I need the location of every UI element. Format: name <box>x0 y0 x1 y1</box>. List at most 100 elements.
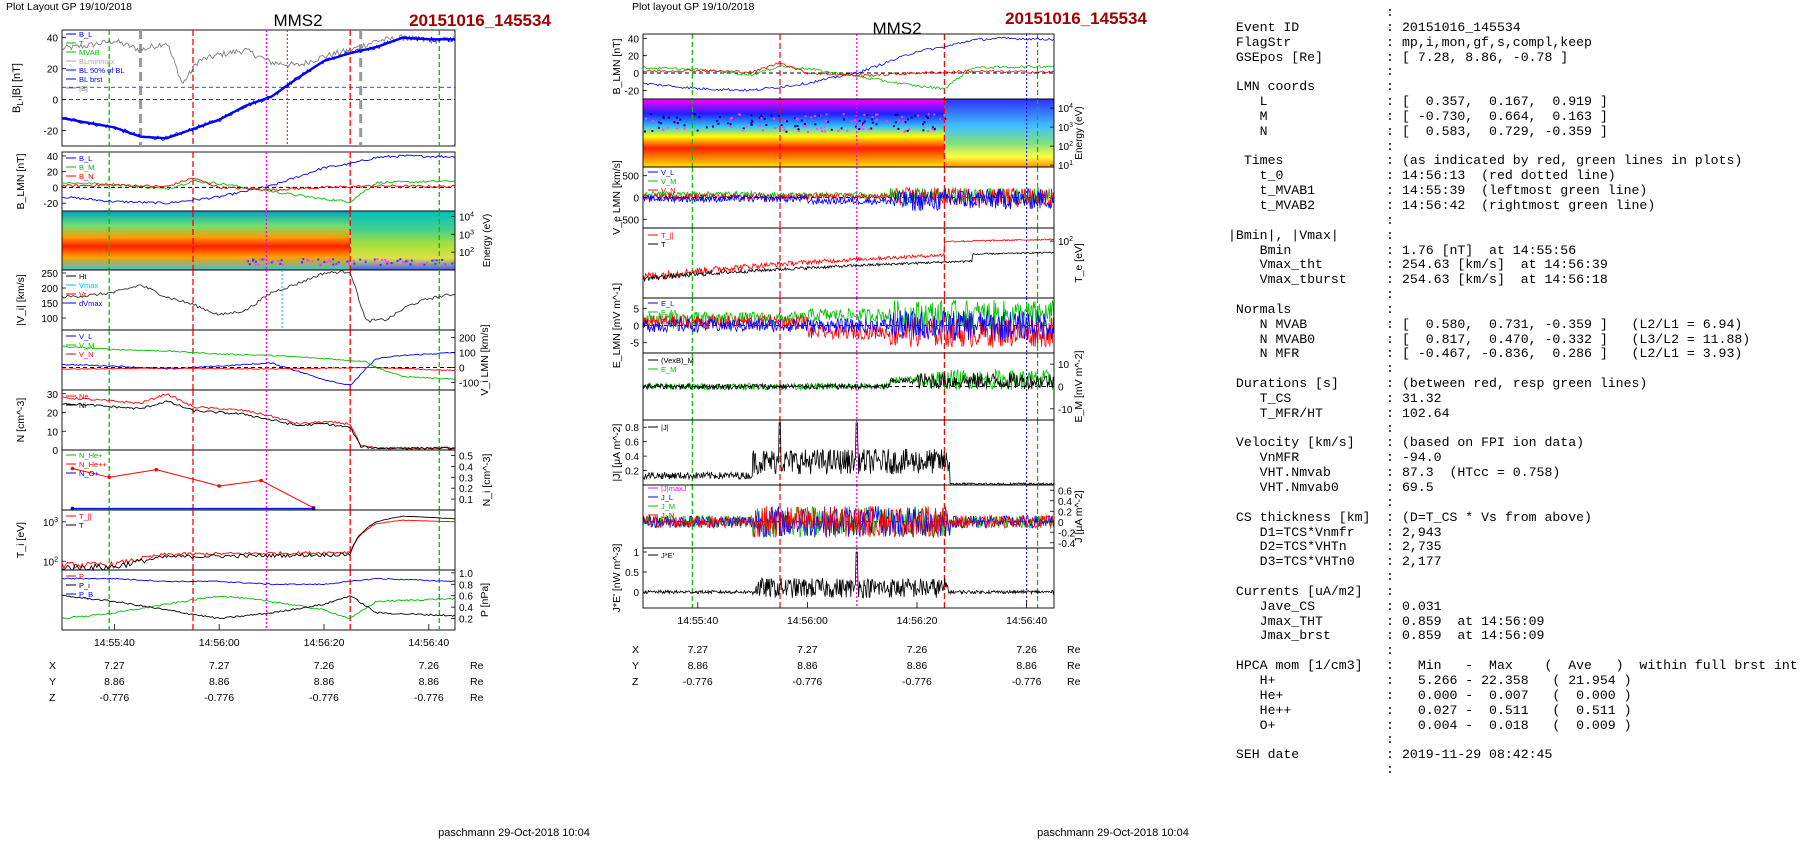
m2-tick-label: 104 <box>1058 103 1073 115</box>
left-panel-vilmn-v-n <box>61 366 455 372</box>
info-value: -94.0 <box>1402 451 1442 466</box>
m2-tick-label: 101 <box>1058 160 1073 172</box>
spectrogram-speckle <box>252 261 255 264</box>
info-row: : <box>1228 732 1798 748</box>
mid-spectrogram-speckle <box>830 128 833 131</box>
mid-em-vexb <box>642 372 1055 391</box>
left-ephem-value: -0.776 <box>309 692 339 704</box>
mid-spectrogram-speckle <box>770 114 773 117</box>
mid-ephem-value: 7.27 <box>797 644 818 656</box>
mid-blmn-b-l <box>642 36 1055 92</box>
info-row: LMN coords: <box>1228 79 1798 95</box>
mid-spectrogram-speckle <box>810 116 813 119</box>
m8-tick-label: -0.2 <box>1058 528 1076 539</box>
info-row: HPCA mom [1/cm3]: Min - Max ( Ave ) with… <box>1228 658 1798 674</box>
spectrogram-speckle <box>381 259 384 262</box>
mid-ephem-value: 7.26 <box>907 644 928 656</box>
left-panel-ti: 103 102 T_i [eV] T_||T <box>15 509 456 572</box>
mid-spectrogram-speckle <box>896 113 899 116</box>
m8-legend-label: J_N <box>661 511 674 520</box>
info-colon: : <box>1386 598 1394 614</box>
info-colon: : <box>1386 212 1394 228</box>
mid-spectrogram-speckle <box>726 122 729 125</box>
left-panel-density-legend-label: Ni <box>79 401 86 410</box>
mid-spectrogram-speckle <box>662 128 665 131</box>
info-key: D2=TCS*VHTn <box>1228 540 1347 555</box>
p7-tick-label: 0.1 <box>459 495 473 506</box>
info-row: : <box>1228 421 1798 437</box>
mid-panel-j: -0.4-0.200.20.40.6 J [μA m^-2]|J|maxJJ_LJ… <box>642 484 1085 550</box>
m1-tick-label: -20 <box>625 86 640 97</box>
left-panel-pressure-tick-label: 0.2 <box>459 615 473 626</box>
spectrogram-speckle <box>385 260 388 263</box>
m2-tick-label: 102 <box>1058 141 1073 153</box>
ni-point <box>217 484 221 488</box>
info-row: CS thickness [km]: (D=T_CS * Vs from abov… <box>1228 510 1798 526</box>
left-panel-pressure-ylabel: P [nPa] <box>479 583 491 617</box>
info-key: Currents [uA/m2] <box>1228 584 1363 599</box>
mid-spectrogram-speckle <box>814 123 817 126</box>
info-row: VnMFR: -94.0 <box>1228 450 1798 466</box>
info-row: Event ID:20151016_145534 <box>1228 20 1798 36</box>
info-value: 0.004 - 0.018 ( 0.009 ) <box>1402 718 1632 733</box>
spectrogram-speckle <box>347 262 350 265</box>
mid-spectrogram-speckle <box>875 113 878 116</box>
info-row: O+: 0.004 - 0.018 ( 0.009 ) <box>1228 718 1798 734</box>
left-panel-ti-t- <box>61 519 455 570</box>
m5-legend-label: E_N <box>661 317 676 326</box>
m5-tick-label: -5 <box>630 339 639 350</box>
m9-tick-label: 1 <box>633 548 639 559</box>
info-key <box>1228 422 1386 437</box>
mid-spectrogram-speckle <box>711 125 714 128</box>
mid-spectrogram-speckle <box>782 126 785 129</box>
mid-spectrogram-speckle <box>923 121 926 124</box>
left-panel-vi-tick-label: 100 <box>41 314 58 325</box>
mid-spectrogram-speckle <box>772 117 775 120</box>
left-panel-vi-tick-label: 200 <box>41 284 58 295</box>
mid-spectrogram-speckle <box>819 114 822 117</box>
mid-blmn-b-m <box>642 64 1055 91</box>
spectrogram-speckle <box>336 262 339 265</box>
p1-tick-label: 0 <box>52 96 58 107</box>
mid-spectrogram-speckle <box>931 128 934 131</box>
left-ephem-label: Y <box>49 676 56 688</box>
spectrogram-speckle <box>390 262 393 265</box>
left-panel-pressure: 1.00.80.60.40.2 P [nPa] PP_iP_B <box>61 569 491 631</box>
info-row: N MVAB: [ 0.580, 0.731, -0.359 ] (L2/L1 =… <box>1228 316 1798 333</box>
left-panel-blmn-tick-label: 20 <box>47 168 59 179</box>
info-colon: : <box>1386 316 1394 332</box>
spectrogram-speckle <box>379 263 382 266</box>
mid-spectrogram-speckle <box>745 125 748 128</box>
left-panel-vi-legend-label: Vt <box>79 290 87 299</box>
info-row: GSEpos [Re]: [ 7.28, 8.86, -0.78 ] <box>1228 50 1798 66</box>
spectrogram-speckle <box>307 259 310 262</box>
spectrogram-speckle <box>406 259 409 262</box>
m6-tick-label: -10 <box>1058 405 1073 416</box>
mid-ephem-value: -0.776 <box>1012 676 1042 688</box>
info-value: 14:55:39 (leftmost green line) <box>1402 184 1648 199</box>
spectrogram-speckle <box>434 262 437 265</box>
p7-tick-label: 0.3 <box>459 473 473 484</box>
info-value <box>1402 763 1798 778</box>
m7-tick-label: 0.4 <box>625 452 639 463</box>
mid-ephem-value: -0.776 <box>793 676 823 688</box>
left-panel-7-frame <box>61 449 456 511</box>
left-panel-pressure-p-i <box>61 595 455 620</box>
m3-legend-label: V_M <box>661 177 676 186</box>
mid-spectrogram-speckle <box>854 125 857 128</box>
ni-point <box>259 478 263 483</box>
mid-spectrogram-speckle <box>933 129 936 132</box>
mid-spectrogram-speckle <box>716 120 719 123</box>
mid-spectrogram-speckle <box>679 118 682 121</box>
info-value <box>1402 496 1798 511</box>
p1-tick-label: -20 <box>44 127 59 138</box>
mid-spectrogram-speckle <box>761 115 764 118</box>
mid-ephem-value: 8.86 <box>797 660 818 672</box>
info-colon: : <box>1386 687 1394 703</box>
m5-legend-label: E_M <box>661 308 676 317</box>
info-row: : <box>1228 65 1798 80</box>
mid-spectrogram-hot <box>643 99 945 167</box>
mid-spectrogram-speckle <box>876 113 879 116</box>
mid-spectrogram-speckle <box>795 117 798 120</box>
info-value: 2,735 <box>1402 540 1442 555</box>
